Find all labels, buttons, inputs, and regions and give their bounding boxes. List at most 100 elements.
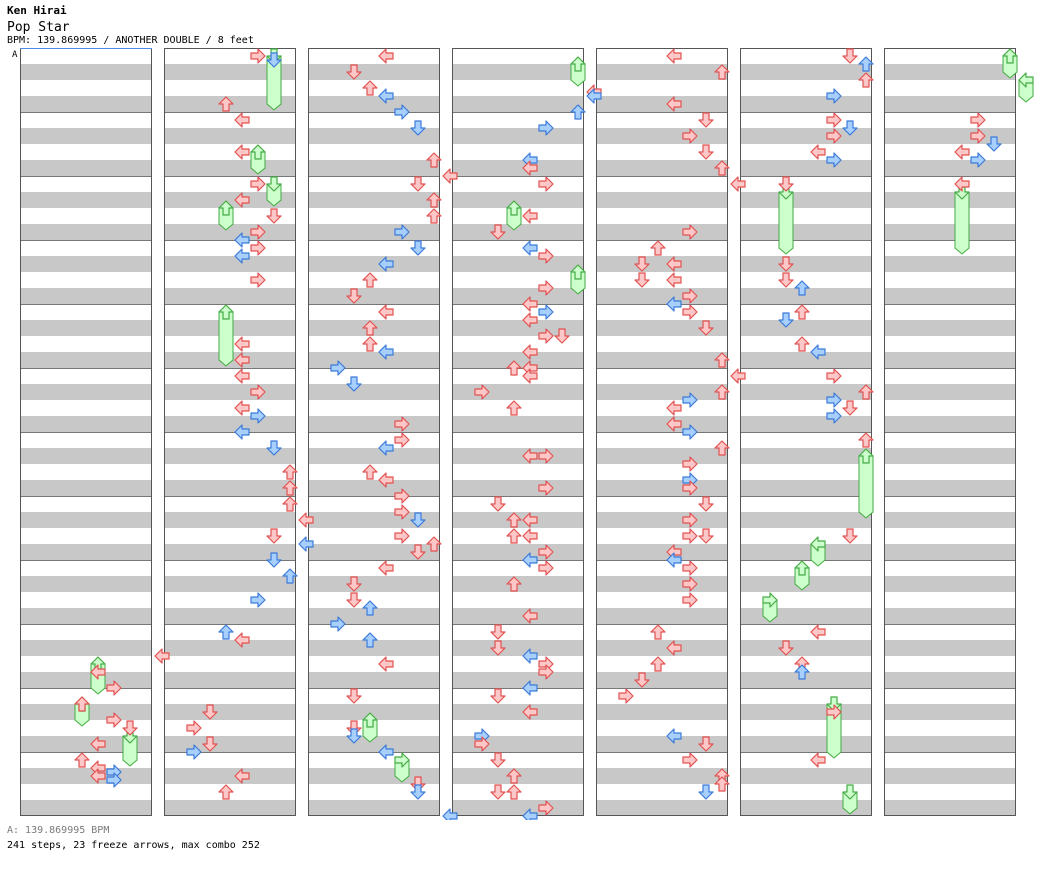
step-arrow-up-icon xyxy=(426,152,442,168)
beat-band xyxy=(164,224,296,240)
beat-band xyxy=(596,416,728,432)
beat-band xyxy=(596,64,728,80)
bpm-marker-label: A xyxy=(12,50,18,60)
beat-band xyxy=(596,320,728,336)
step-arrow-up-icon xyxy=(426,536,442,552)
beat-band xyxy=(452,352,584,368)
beat-band xyxy=(308,576,440,592)
step-arrow-right-icon xyxy=(90,664,106,680)
step-arrow-right-icon xyxy=(954,144,970,160)
step-arrow-down-icon xyxy=(490,688,506,704)
step-arrow-left-icon xyxy=(250,48,266,64)
step-arrow-right-icon xyxy=(378,304,394,320)
step-arrow-left-icon xyxy=(106,772,122,788)
freeze-head-arrow-icon xyxy=(218,200,234,216)
beat-band xyxy=(884,544,1016,560)
step-arrow-right-icon xyxy=(234,400,250,416)
step-arrow-right-icon xyxy=(666,96,682,112)
beat-band xyxy=(164,192,296,208)
step-arrow-right-icon xyxy=(234,352,250,368)
step-arrow-right-icon xyxy=(522,296,538,312)
step-arrow-left-icon xyxy=(826,408,842,424)
song-meta: BPM: 139.869995 / ANOTHER DOUBLE / 8 fee… xyxy=(7,35,254,46)
column-border xyxy=(164,48,296,816)
step-arrow-down-icon xyxy=(490,640,506,656)
step-arrow-down-icon xyxy=(698,112,714,128)
step-arrow-left-icon xyxy=(826,88,842,104)
step-arrow-up-icon xyxy=(218,96,234,112)
step-arrow-left-icon xyxy=(538,304,554,320)
step-arrow-down-icon xyxy=(346,376,362,392)
step-arrow-left-icon xyxy=(474,736,490,752)
step-arrow-down-icon xyxy=(698,144,714,160)
step-arrow-down-icon xyxy=(842,400,858,416)
beat-band xyxy=(596,480,728,496)
step-arrow-right-icon xyxy=(522,808,538,820)
step-arrow-down-icon xyxy=(778,312,794,328)
beat-band xyxy=(740,544,872,560)
step-arrow-left-icon xyxy=(826,392,842,408)
beat-band xyxy=(308,672,440,688)
beat-band xyxy=(308,736,440,752)
beat-band xyxy=(308,608,440,624)
step-arrow-right-icon xyxy=(234,232,250,248)
beat-band xyxy=(884,768,1016,784)
beat-band xyxy=(596,544,728,560)
step-arrow-left-icon xyxy=(538,560,554,576)
step-arrow-left-icon xyxy=(682,424,698,440)
beat-band xyxy=(596,576,728,592)
step-arrow-left-icon xyxy=(330,616,346,632)
freeze-head-arrow-icon xyxy=(394,752,410,768)
step-arrow-left-icon xyxy=(618,688,634,704)
beat-band xyxy=(20,64,152,80)
beat-band xyxy=(308,224,440,240)
beat-band xyxy=(596,736,728,752)
beat-band xyxy=(740,64,872,80)
beat-band xyxy=(740,704,872,720)
step-arrow-left-icon xyxy=(682,560,698,576)
step-arrow-down-icon xyxy=(266,52,282,68)
beat-band xyxy=(596,640,728,656)
beat-band xyxy=(20,512,152,528)
beat-band xyxy=(740,96,872,112)
beat-band xyxy=(164,608,296,624)
beat-band xyxy=(884,96,1016,112)
step-arrow-left-icon xyxy=(394,416,410,432)
step-arrow-down-icon xyxy=(778,640,794,656)
step-arrow-left-icon xyxy=(826,368,842,384)
step-arrow-down-icon xyxy=(634,256,650,272)
step-arrow-up-icon xyxy=(362,600,378,616)
step-arrow-up-icon xyxy=(426,208,442,224)
beat-band xyxy=(596,800,728,816)
step-arrow-down-icon xyxy=(346,592,362,608)
beat-band xyxy=(884,416,1016,432)
beat-band xyxy=(20,96,152,112)
step-arrow-down-icon xyxy=(778,272,794,288)
footer-bpm: A: 139.869995 BPM xyxy=(7,825,110,836)
step-arrow-right-icon xyxy=(442,808,458,820)
beat-band xyxy=(740,416,872,432)
freeze-body xyxy=(218,311,234,367)
step-arrow-left-icon xyxy=(538,248,554,264)
step-arrow-right-icon xyxy=(234,768,250,784)
step-arrow-right-icon xyxy=(378,344,394,360)
step-arrow-down-icon xyxy=(410,176,426,192)
step-arrow-up-icon xyxy=(506,512,522,528)
step-arrow-right-icon xyxy=(378,48,394,64)
step-arrow-left-icon xyxy=(250,592,266,608)
step-arrow-right-icon xyxy=(234,632,250,648)
step-arrow-left-icon xyxy=(250,176,266,192)
beat-band xyxy=(884,448,1016,464)
freeze-arrow xyxy=(570,264,586,295)
step-arrow-up-icon xyxy=(506,528,522,544)
beat-band xyxy=(20,768,152,784)
beat-band xyxy=(596,352,728,368)
step-arrow-left-icon xyxy=(538,448,554,464)
beat-band xyxy=(596,224,728,240)
beat-band xyxy=(596,128,728,144)
step-arrow-right-icon xyxy=(298,512,314,528)
beat-band xyxy=(164,736,296,752)
step-arrow-down-icon xyxy=(410,120,426,136)
footer-stats: 241 steps, 23 freeze arrows, max combo 2… xyxy=(7,840,260,851)
beat-band xyxy=(740,352,872,368)
